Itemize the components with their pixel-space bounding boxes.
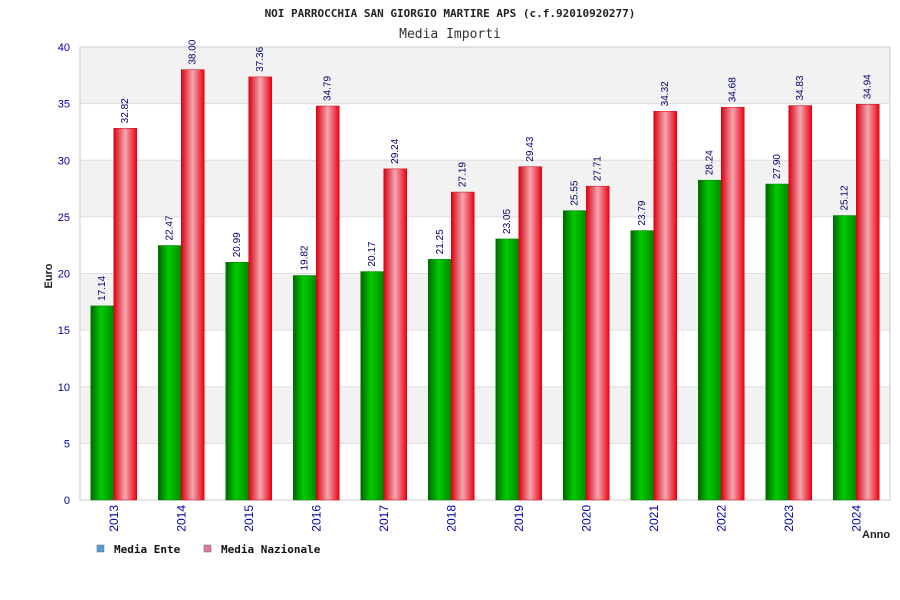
x-tick-label: 2020 bbox=[579, 505, 593, 532]
bar-media-nazionale-2023 bbox=[788, 105, 812, 501]
y-tick-label: 25 bbox=[58, 212, 70, 224]
data-label: 34.79 bbox=[323, 76, 334, 101]
data-label: 29.24 bbox=[390, 138, 401, 163]
plot-frame bbox=[79, 46, 891, 501]
x-tick-label: 2022 bbox=[714, 505, 728, 532]
x-tick-label: 2016 bbox=[309, 505, 323, 532]
value-labels: 17.14 32.82 22.47 38.00 20.99 37.36 19.82 34.79… bbox=[97, 39, 874, 301]
legend-item-media-nazionale: Media Nazionale bbox=[203, 543, 321, 556]
bar-media-ente-2024 bbox=[833, 215, 857, 501]
data-label: 20.17 bbox=[367, 241, 378, 266]
grid-band bbox=[80, 216, 890, 274]
data-label: 37.36 bbox=[255, 46, 266, 71]
bar-media-ente-2015 bbox=[225, 262, 249, 501]
bar-media-nazionale-2018 bbox=[451, 191, 475, 501]
bar-media-ente-2016 bbox=[293, 275, 317, 501]
legend-swatch bbox=[96, 544, 105, 553]
bar-media-ente-2023 bbox=[765, 183, 789, 501]
legend-swatch bbox=[203, 544, 212, 553]
data-label: 34.68 bbox=[728, 77, 739, 102]
data-label: 23.05 bbox=[502, 208, 513, 233]
data-label: 38.00 bbox=[188, 39, 199, 64]
legend-label: Media Ente bbox=[114, 543, 181, 556]
data-label: 27.19 bbox=[458, 162, 469, 187]
y-tick-label: 20 bbox=[58, 269, 70, 281]
bar-media-nazionale-2024 bbox=[856, 104, 880, 501]
data-label: 17.14 bbox=[97, 275, 108, 300]
x-tick-label: 2023 bbox=[782, 505, 796, 532]
data-label: 20.99 bbox=[232, 232, 243, 257]
bar-media-ente-2019 bbox=[495, 238, 519, 501]
x-ticks: 2013 2014 2015 2016 2017 2018 2019 2020 2021 2022… bbox=[107, 505, 864, 532]
grid-band bbox=[80, 443, 890, 500]
x-axis-label: Anno bbox=[862, 529, 890, 541]
data-label: 25.55 bbox=[570, 180, 581, 205]
bar-media-ente-2017 bbox=[360, 271, 384, 501]
data-label: 34.83 bbox=[795, 75, 806, 100]
y-tick-label: 30 bbox=[58, 155, 70, 167]
data-label: 25.12 bbox=[840, 185, 851, 210]
bar-media-ente-2021 bbox=[630, 230, 654, 501]
data-label: 28.24 bbox=[705, 150, 716, 175]
bar-media-ente-2014 bbox=[158, 245, 182, 501]
legend-item-media-ente: Media Ente bbox=[96, 543, 181, 556]
y-tick-label: 0 bbox=[64, 495, 70, 507]
y-tick-label: 35 bbox=[58, 99, 70, 111]
x-tick-label: 2019 bbox=[512, 505, 526, 532]
data-label: 23.79 bbox=[637, 200, 648, 225]
y-tick-label: 40 bbox=[58, 42, 70, 54]
grid-band bbox=[80, 103, 890, 161]
bar-media-nazionale-2017 bbox=[383, 168, 407, 501]
grid-band bbox=[80, 160, 890, 217]
grid-band bbox=[80, 330, 890, 387]
bar-media-nazionale-2019 bbox=[518, 166, 542, 501]
data-label: 27.71 bbox=[593, 156, 604, 181]
bar-media-ente-2020 bbox=[563, 210, 587, 501]
bar-media-nazionale-2020 bbox=[586, 185, 610, 501]
bar-media-ente-2022 bbox=[698, 179, 722, 501]
data-label: 21.25 bbox=[435, 229, 446, 254]
x-tick-label: 2015 bbox=[242, 505, 256, 532]
grid-band bbox=[80, 47, 890, 104]
bar-media-nazionale-2015 bbox=[248, 76, 272, 501]
y-tick-label: 15 bbox=[58, 325, 70, 337]
y-tick-label: 5 bbox=[64, 438, 70, 450]
grid-band bbox=[80, 273, 890, 331]
x-tick-label: 2021 bbox=[647, 505, 661, 532]
bars bbox=[90, 69, 880, 501]
bar-media-nazionale-2022 bbox=[721, 106, 745, 501]
y-axis-label: Euro bbox=[43, 263, 55, 288]
x-tick-label: 2024 bbox=[849, 505, 863, 532]
data-label: 34.94 bbox=[863, 74, 874, 99]
bar-media-ente-2018 bbox=[428, 259, 452, 501]
legend-label: Media Nazionale bbox=[221, 543, 321, 556]
bar-media-nazionale-2016 bbox=[316, 105, 340, 501]
data-label: 27.90 bbox=[772, 154, 783, 179]
data-label: 19.82 bbox=[300, 245, 311, 270]
data-label: 34.32 bbox=[660, 81, 671, 106]
y-ticks: 0 5 10 15 20 25 30 35 40 bbox=[58, 42, 70, 507]
x-tick-label: 2017 bbox=[377, 505, 391, 532]
bar-media-nazionale-2014 bbox=[181, 69, 205, 501]
x-tick-label: 2014 bbox=[174, 505, 188, 532]
bar-media-ente-2013 bbox=[90, 305, 114, 501]
legend: Media Ente Media Nazionale bbox=[96, 543, 321, 556]
x-tick-label: 2013 bbox=[107, 505, 121, 532]
x-tick-label: 2018 bbox=[444, 505, 458, 532]
data-label: 29.43 bbox=[525, 136, 536, 161]
grid-bands bbox=[80, 47, 890, 500]
chart-subtitle: Media Importi bbox=[399, 27, 501, 42]
data-label: 32.82 bbox=[120, 98, 131, 123]
chart-title: NOI PARROCCHIA SAN GIORGIO MARTIRE APS (… bbox=[265, 7, 636, 20]
y-tick-label: 10 bbox=[58, 382, 70, 394]
grid-band bbox=[80, 386, 890, 444]
bar-media-nazionale-2021 bbox=[653, 111, 677, 501]
bar-media-nazionale-2013 bbox=[113, 128, 137, 501]
data-label: 22.47 bbox=[165, 215, 176, 240]
